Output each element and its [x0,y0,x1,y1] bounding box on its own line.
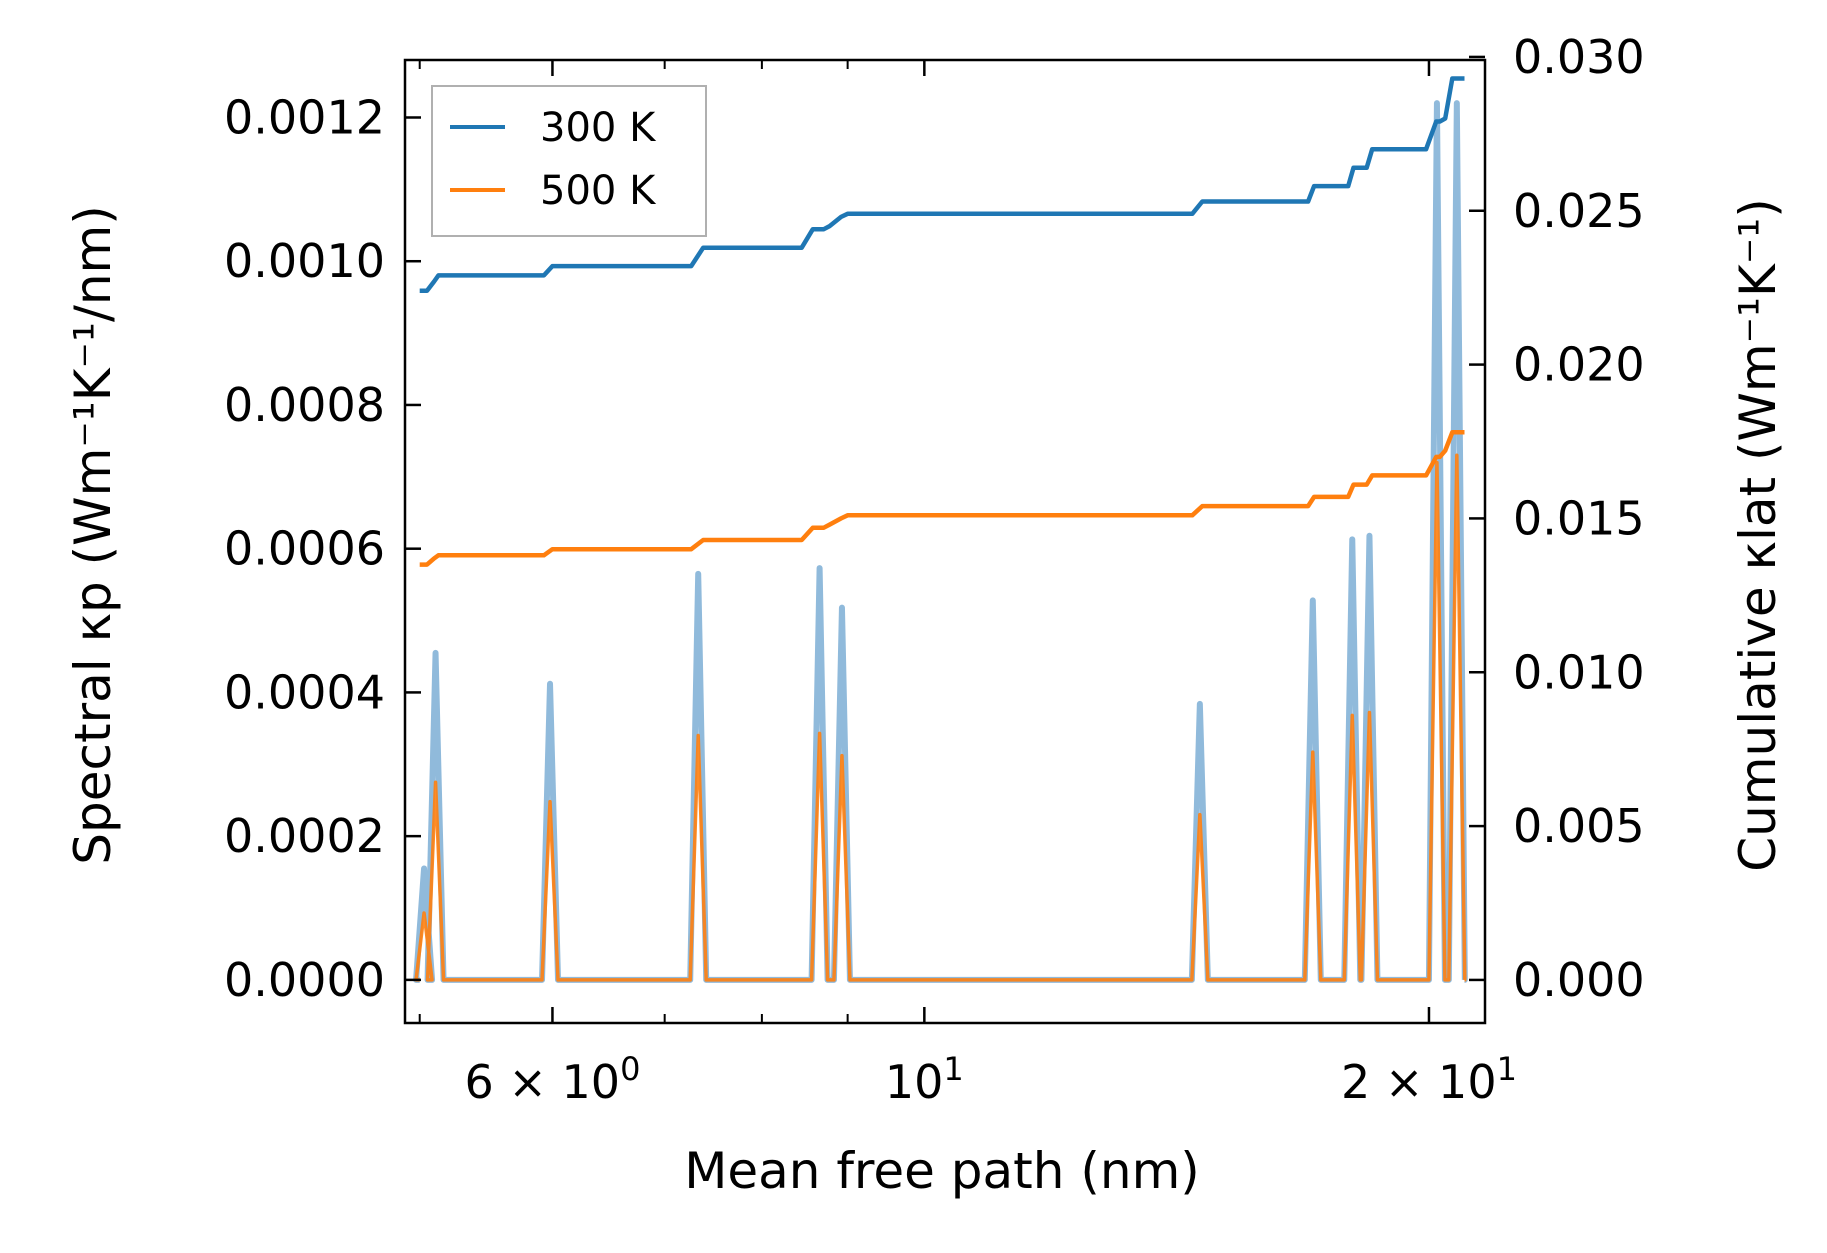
y-left-tick-label-3: 0.0006 [224,522,385,576]
axes-layer: 6 × 100 101 2 × 101 0.0000 0.0002 0.0004 0.000… [224,30,1645,1109]
y-left-tick-label-0: 0.0000 [224,953,385,1007]
y-right-tick-label-0: 0.000 [1513,953,1645,1007]
y-left-tick-label-6: 0.0012 [224,90,385,144]
spectral-series-500k [414,453,1467,982]
legend: 300 K 500 K [431,85,707,237]
y-right-tick-label-5: 0.025 [1513,184,1645,238]
plot-frame [403,58,1487,1025]
x-tick-label-2: 2 × 101 [1341,1050,1517,1109]
y-right-tick-label-1: 0.005 [1513,799,1645,853]
y-left-tick-label-5: 0.0010 [224,234,385,288]
x-axis-title: Mean free path (nm) [684,1142,1200,1200]
y-left-tick-label-1: 0.0002 [224,809,385,863]
y-right-axis-title: Cumulative κlat (Wm⁻¹K⁻¹) [1729,198,1787,872]
y-left-tick-label-2: 0.0004 [224,665,385,719]
legend-frame [431,85,707,237]
y-right-tick-label-6: 0.030 [1513,30,1645,84]
y-right-tick-label-2: 0.010 [1513,645,1645,699]
y-right-tick-label-3: 0.015 [1513,491,1645,545]
legend-label-500k: 500 K [540,168,657,214]
y-left-axis-title: Spectral κp (Wm⁻¹K⁻¹/nm) [64,205,122,864]
cumulative-series-layer [419,76,1465,567]
cumulative-line-300k [419,76,1465,294]
y-left-tick-label-4: 0.0008 [224,378,385,432]
x-tick-label-0: 6 × 100 [464,1050,640,1109]
y-right-tick-label-4: 0.020 [1513,338,1645,392]
x-tick-label-1: 101 [885,1050,964,1109]
cumulative-line-500k [419,430,1465,567]
spectral-line-500k [414,453,1467,982]
spectral-series-layer [413,100,1468,983]
legend-label-300k: 300 K [540,105,657,151]
